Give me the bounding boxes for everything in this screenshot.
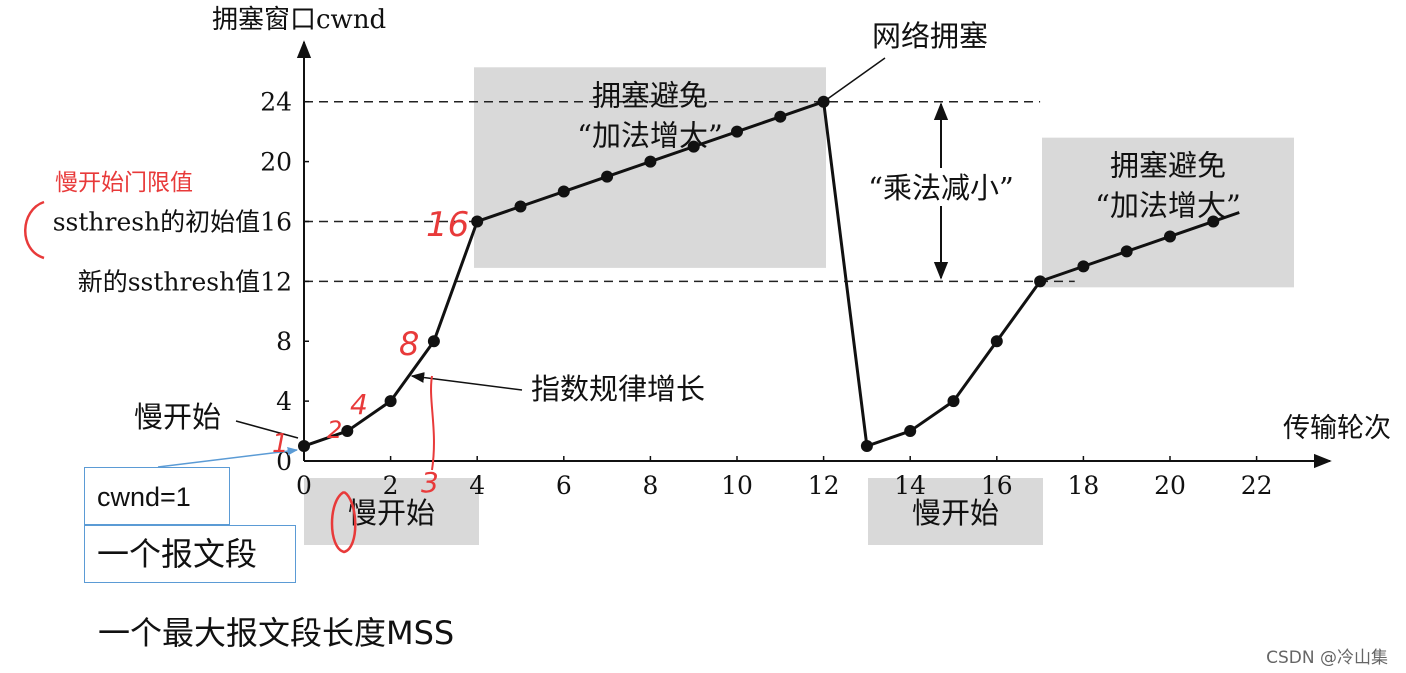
ticks: 0 2 4 6 8 10 12 14 16 18 20 220482024ssthresh的初始值16… (53, 88, 1273, 500)
red-circle-mark (330, 490, 357, 554)
cwnd-point (904, 425, 917, 438)
annotations: 拥塞避免“加法增大”拥塞避免“加法增大”慢开始 慢开始拥塞窗口cwnd传输轮次网络… (134, 5, 1391, 530)
x-tick-label: 14 (894, 471, 926, 500)
shaded-region-label: 慢开始 (912, 496, 999, 530)
x-tick-label: 6 (556, 471, 572, 500)
axes (296, 40, 1332, 469)
segment-callout-box: 一个报文段 (84, 525, 296, 583)
cwnd-point (471, 215, 484, 228)
congestion-leader-line (823, 57, 886, 103)
cwnd-point (860, 440, 873, 453)
watermark: CSDN @冷山集 (1266, 648, 1388, 668)
shaded-region-label: “加法增大” (1095, 189, 1241, 223)
decrease-label-background (858, 168, 1024, 206)
shaded-region-label: 拥塞避免 (1110, 149, 1226, 183)
cwnd-point (990, 335, 1003, 348)
y-annotation-label: ssthresh的初始值16 (53, 207, 292, 236)
y-tick-label: 24 (260, 88, 292, 117)
shaded-region-label: 慢开始 (348, 496, 435, 530)
x-tick-label: 0 (296, 471, 312, 500)
shaded-regions (304, 67, 1294, 545)
cwnd-point (731, 125, 743, 138)
y-tick-label: 20 (260, 148, 292, 177)
decrease-label: “乘法减小” (868, 171, 1014, 205)
cwnd-point (1034, 275, 1047, 288)
x-tick-label: 16 (981, 471, 1013, 500)
x-tick-label: 22 (1241, 471, 1273, 500)
handwritten-number: 2 (327, 416, 342, 444)
red-threshold-title: 慢开始门限值 (55, 170, 193, 196)
exponential-label: 指数规律增长 (531, 372, 705, 406)
cwnd-point (298, 440, 310, 453)
shaded-region-4 (868, 478, 1043, 545)
mss-note: 一个最大报文段长度MSS (98, 614, 455, 652)
y-tick-label: 8 (276, 327, 292, 356)
x-tick-label: 8 (642, 471, 658, 500)
cwnd-point (427, 335, 440, 348)
shaded-region-1 (474, 67, 826, 268)
handwritten-number: 16 (426, 205, 469, 245)
cwnd-point (601, 170, 614, 183)
cwnd-point (1120, 245, 1133, 258)
cwnd-pointer (157, 447, 299, 468)
cwnd-point (1207, 215, 1220, 228)
cwnd-point (687, 140, 700, 153)
congestion-label: 网络拥塞 (872, 19, 988, 53)
slow-start-leader-line (235, 420, 299, 439)
x-tick-label: 20 (1154, 471, 1186, 500)
red-scribble-line (430, 375, 435, 471)
shaded-region-label: 拥塞避免 (592, 78, 708, 112)
reference-lines (304, 100, 1075, 283)
x-tick-label: 2 (383, 471, 399, 500)
x-axis-title: 传输轮次 (1283, 413, 1391, 444)
cwnd-point (1164, 230, 1176, 243)
x-tick-label: 12 (808, 471, 840, 500)
handwritten-number: 1 (272, 429, 289, 459)
cwnd-point (557, 185, 570, 198)
x-tick-label: 18 (1067, 471, 1099, 500)
y-tick-label: 4 (276, 387, 292, 416)
handwritten-number: 3 (421, 466, 439, 499)
cwnd-point (384, 395, 397, 408)
x-tick-label: 10 (721, 471, 753, 500)
series (298, 95, 1240, 453)
cwnd-point (1077, 260, 1090, 273)
y-axis-title: 拥塞窗口cwnd (212, 5, 386, 35)
cwnd-point (774, 110, 787, 123)
cwnd-point (947, 395, 960, 408)
x-tick-label: 4 (469, 471, 485, 500)
handwritten-number: 4 (350, 388, 368, 421)
handwritten-number: 8 (399, 325, 419, 363)
slow-start-label: 慢开始 (134, 400, 221, 434)
cwnd-point (644, 155, 657, 168)
exponential-pointer (410, 372, 523, 391)
red-bracket (24, 200, 45, 260)
cwnd-point (341, 425, 354, 438)
cwnd-point (514, 200, 527, 213)
y-annotation-label: 新的ssthresh值12 (78, 267, 292, 296)
cwnd-callout-box: cwnd=1 (84, 467, 230, 525)
shaded-region-label: “加法增大” (577, 118, 723, 152)
